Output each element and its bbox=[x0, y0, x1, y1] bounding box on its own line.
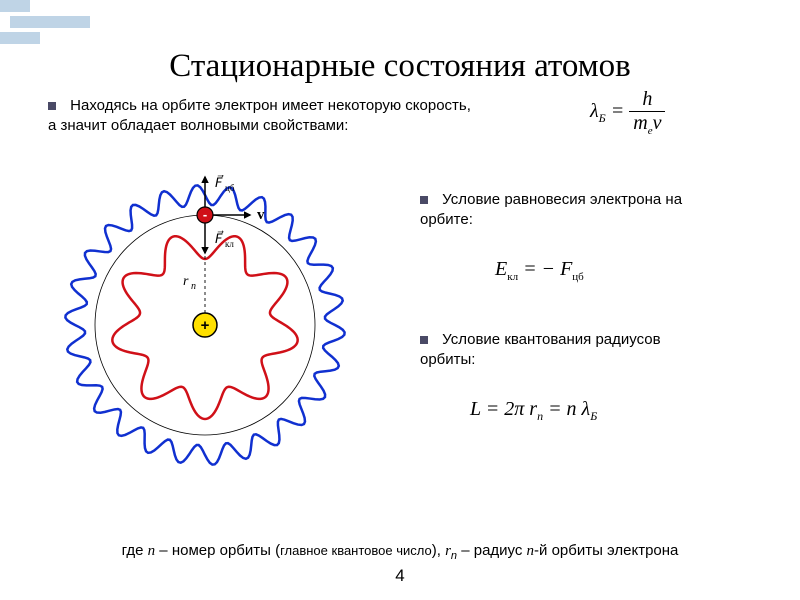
formula-quantization: L = 2π rn = n λБ bbox=[470, 398, 597, 424]
formula-debroglie: λБ = h mev bbox=[590, 88, 665, 137]
intro-bullet: Находясь на орбите электрон имеет некото… bbox=[48, 96, 478, 137]
slide-title: Стационарные состояния атомов bbox=[0, 48, 800, 85]
f-d1: – номер орбиты ( bbox=[155, 542, 280, 559]
atom-svg: +-F⃗цбF⃗клvrn bbox=[55, 175, 355, 475]
intro-text: Находясь на орбите электрон имеет некото… bbox=[48, 97, 471, 134]
eq-sign: = bbox=[611, 100, 630, 122]
deco-stripe bbox=[0, 0, 30, 12]
svg-text:цб: цб bbox=[225, 183, 235, 193]
bullet-text: Условие квантования радиусов орбиты: bbox=[420, 331, 661, 368]
denominator: mev bbox=[629, 111, 665, 137]
atom-diagram: +-F⃗цбF⃗клvrn bbox=[55, 175, 355, 475]
q-sub1: n bbox=[537, 409, 543, 423]
svg-text:+: + bbox=[201, 317, 210, 334]
q-lhs: L = 2π r bbox=[470, 398, 537, 420]
svg-text:F⃗: F⃗ bbox=[215, 175, 224, 190]
bullet-square-icon bbox=[420, 336, 428, 344]
svg-text:v: v bbox=[257, 207, 265, 223]
svg-text:r: r bbox=[183, 274, 189, 289]
bullet-text: Условие равновесия электрона на орбите: bbox=[420, 191, 682, 228]
page-number: 4 bbox=[0, 566, 800, 586]
formula-equilibrium: Eкл = − Fцб bbox=[495, 258, 584, 283]
den-v: v bbox=[653, 112, 662, 134]
bullet-square-icon bbox=[48, 102, 56, 110]
eq-Esub: кл bbox=[507, 271, 518, 283]
eq-eq: = − bbox=[523, 258, 555, 280]
svg-text:n: n bbox=[191, 281, 196, 292]
den-m: m bbox=[633, 112, 647, 134]
deco-stripe bbox=[10, 16, 90, 28]
svg-text:кл: кл bbox=[225, 239, 234, 249]
lambda: λ bbox=[590, 100, 599, 122]
numerator: h bbox=[629, 88, 665, 111]
q-sub2: Б bbox=[590, 409, 597, 423]
footer-caption: где n – номер орбиты (главное квантовое … bbox=[0, 542, 800, 562]
bullet-equilibrium: Условие равновесия электрона на орбите: bbox=[420, 190, 700, 231]
fraction: h mev bbox=[629, 88, 665, 137]
q-mid: = n λ bbox=[548, 398, 590, 420]
f-pre: где bbox=[122, 542, 148, 559]
eq-F: F bbox=[560, 258, 572, 280]
f-paren: главное квантовое число bbox=[280, 543, 432, 558]
f-n2: n bbox=[527, 543, 535, 559]
eq-E: E bbox=[495, 258, 507, 280]
svg-text:-: - bbox=[203, 207, 207, 222]
f-d2: – радиус bbox=[457, 542, 527, 559]
deco-stripe bbox=[0, 32, 40, 44]
eq-Fsub: цб bbox=[572, 271, 583, 283]
lambda-sub: Б bbox=[599, 111, 606, 125]
bullet-square-icon bbox=[420, 196, 428, 204]
f-ap: ), bbox=[432, 542, 445, 559]
f-tail: -й орбиты электрона bbox=[534, 542, 678, 559]
bullet-quantization: Условие квантования радиусов орбиты: bbox=[420, 330, 700, 371]
